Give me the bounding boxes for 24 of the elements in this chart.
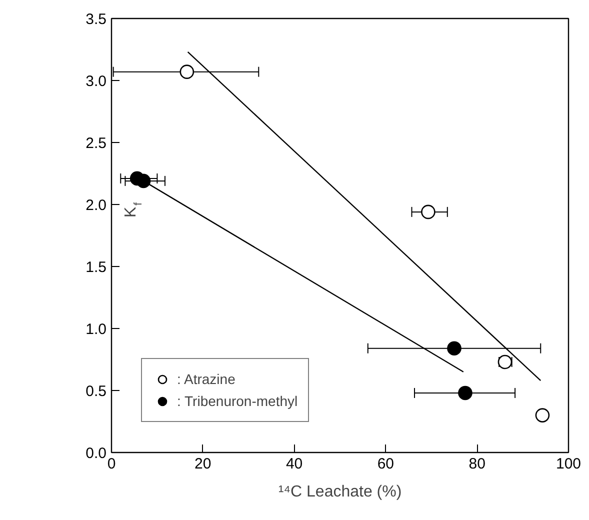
- point: [136, 174, 151, 188]
- legend-label: : Atrazine: [177, 371, 236, 387]
- y-tick-label: 2.0: [86, 197, 107, 214]
- x-axis-title: ¹⁴C Leachate (%): [278, 484, 402, 500]
- y-tick-label: 1.0: [86, 321, 107, 338]
- y-tick-label: 0.5: [86, 383, 107, 400]
- x-tick-label: 80: [468, 456, 486, 472]
- y-tick-label: 2.5: [86, 135, 107, 152]
- point: [421, 204, 436, 220]
- y-tick-label: 1.5: [86, 259, 107, 276]
- point: [458, 386, 472, 400]
- x-tick-label: 0: [107, 456, 116, 472]
- x-tick-label: 20: [194, 456, 212, 472]
- point: [535, 408, 550, 422]
- y-tick-label: 0.0: [86, 445, 107, 462]
- point: [447, 341, 462, 356]
- point: [180, 64, 194, 79]
- y-axis-title: Kf: [122, 202, 144, 218]
- legend-label: : Tribenuron-methyl: [177, 393, 298, 409]
- x-tick-label: 60: [377, 456, 394, 472]
- y-tick-label: 3.0: [86, 73, 107, 90]
- y-tick-label: 3.5: [86, 11, 107, 28]
- x-tick-label: 100: [556, 456, 582, 472]
- x-tick-label: 40: [286, 456, 303, 472]
